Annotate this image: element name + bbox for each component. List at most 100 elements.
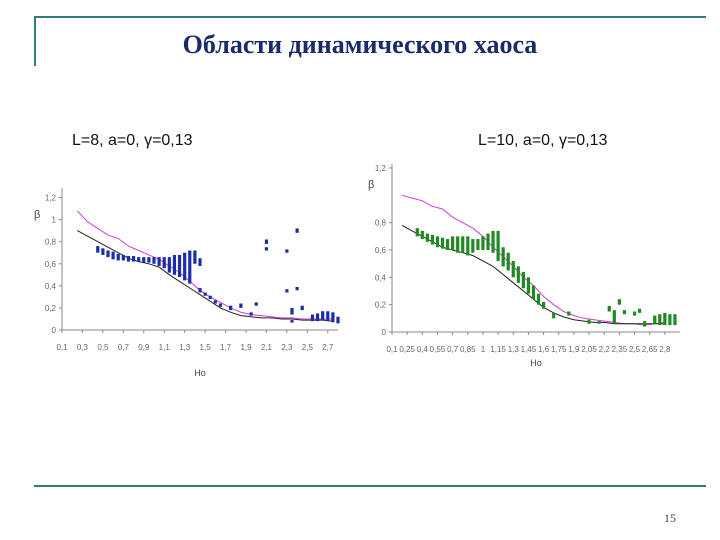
chart-2-chaos-bar <box>637 308 642 313</box>
chart-1-x-tick-label: 0,1 <box>56 343 68 352</box>
chart-2-lower-curve <box>401 224 665 325</box>
chart-2-chaos-bar <box>496 230 500 261</box>
chart-2-chaos-bar <box>435 236 440 248</box>
chart-1-chaos-bar <box>264 239 269 244</box>
chart-2-y-tick-label: 1,2 <box>375 164 387 173</box>
chart-1-x-tick-label: 0,5 <box>97 343 109 352</box>
chart-1-chaos-bar <box>285 289 289 293</box>
chart-2-chaos-bar <box>668 314 672 326</box>
chart-2-x-tick-label: 0,25 <box>399 345 415 354</box>
chart-2-chaos-bar <box>456 236 460 253</box>
chart-1-heading: L=8, a=0, γ=0,13 <box>72 132 193 149</box>
chart-1-y-tick-label: 1 <box>52 216 57 225</box>
chart-1-x-tick-label: 0,3 <box>77 343 89 352</box>
chart-2-x-tick-label: 0,4 <box>417 345 429 354</box>
chart-1-chaos-bar <box>300 305 304 311</box>
chart-2-chaos-bar <box>506 252 510 271</box>
chart-1-chaos-bar <box>147 257 151 263</box>
chart-2-chaos-bar <box>430 234 435 245</box>
chart-1-chaos-bar <box>137 257 141 262</box>
chart-1-chaos-bar <box>177 254 182 278</box>
chart-1-x-tick-label: 1,7 <box>220 343 232 352</box>
chart-2-y-tick-label: 0,6 <box>375 246 387 255</box>
page-number: 15 <box>664 511 676 525</box>
chart-2-chaos-bar <box>466 236 470 256</box>
chart-1-chaos-bar <box>290 320 294 323</box>
chart-1-x-tick-label: 0,7 <box>118 343 130 352</box>
chart-2-chaos-bar <box>461 236 465 253</box>
chart-2-chaos-bar <box>663 312 667 326</box>
chart-1-chaos-bar <box>172 254 177 275</box>
chart-1-x-tick-label: 1,9 <box>240 343 252 352</box>
chart-2-x-tick-label: 1,3 <box>508 345 520 354</box>
chart-2-chaos-bar <box>587 319 591 324</box>
chart-2-chaos-bar <box>617 299 621 305</box>
chart-2-chaos-bar <box>541 301 546 309</box>
chart-1-x-tick-label: 0,9 <box>138 343 150 352</box>
chart-1-chaos-bar <box>326 311 330 322</box>
chart-1-chaos-bar <box>106 250 110 258</box>
chart-1-chaos-bar <box>310 314 315 322</box>
chart-2-chaos-bar <box>643 321 647 327</box>
chart-1-chaos-bar <box>315 313 320 322</box>
chart-1-x-tick-label: 1,3 <box>179 343 191 352</box>
chart-2-chaos-bar <box>415 228 419 237</box>
chart-1-chaos-bar <box>167 257 171 273</box>
chart-2-chaos-bar <box>526 277 531 294</box>
chart-1-chaos-bar <box>183 252 187 281</box>
chart-1-y-tick-label: 1,2 <box>45 194 57 203</box>
chart-1-chaos-bar <box>157 257 161 266</box>
chart-2-chaos-bar <box>612 310 616 324</box>
chart-2-y-tick-label: 0,4 <box>375 273 387 282</box>
chart-2-y-tick-label: 0,8 <box>375 219 387 228</box>
chart-1-chaos-bar <box>111 251 115 260</box>
chart-2-x-tick-label: 1 <box>481 345 486 354</box>
chart-2-y-tick-label: 0 <box>382 328 387 337</box>
chart-2-chaos-bar <box>476 239 480 250</box>
chart-1-lower-curve <box>77 230 333 322</box>
chart-2-chaos-bar <box>451 236 455 250</box>
chart-2-chaos-bar <box>511 260 515 278</box>
chart-2-chaos-bar <box>607 306 611 312</box>
chart-2-chaos-bar <box>471 239 475 253</box>
chart-1-chaos-bar <box>162 257 166 269</box>
chart-1-x-axis-label: Ho <box>194 368 206 378</box>
chart-2-x-tick-label: 0,1 <box>386 345 398 354</box>
chart-2-chaos-bar <box>491 230 495 253</box>
chart-2-y-axis-label: β <box>368 179 374 191</box>
chart-1-y-tick-label: 0,6 <box>45 260 57 269</box>
chart-1-chaos-bar <box>131 256 136 262</box>
chart-1-x-tick-label: 2,7 <box>322 343 334 352</box>
chart-2-x-tick-label: 0,55 <box>430 345 446 354</box>
chart-2-chaos-bar <box>521 271 525 289</box>
chart-1-chaos-bar <box>336 316 340 324</box>
chart-2-chaos-bar <box>622 310 627 315</box>
chart-1-y-tick-label: 0,2 <box>45 304 57 313</box>
chart-2-x-tick-label: 0,85 <box>460 345 476 354</box>
chart-1-y-axis-label: β <box>34 209 40 221</box>
chart-1-chaos-bar <box>249 312 253 316</box>
chart-1-chaos-bar <box>213 300 217 304</box>
chart-2-x-tick-label: 2,65 <box>642 345 658 354</box>
chart-1-upper-curve <box>76 210 333 320</box>
chart-2-x-tick-label: 1,45 <box>521 345 537 354</box>
chart-2-x-axis-label: Ho <box>530 358 542 368</box>
chart-2-chaos-bar <box>658 314 662 326</box>
chart-1-chaos-bar <box>239 303 243 308</box>
bottom-rule <box>34 485 706 487</box>
chart-2-chaos-bar <box>597 321 601 324</box>
chart-1-chaos-bar <box>290 307 294 315</box>
chart-1-x-tick-label: 1,1 <box>159 343 171 352</box>
top-rule <box>34 16 706 18</box>
chart-2-chaos-bar <box>653 315 657 324</box>
chart-1-chaos-bar <box>193 250 197 264</box>
chart-2-chaos-bar <box>440 237 445 249</box>
chart-1-chaos-bar <box>295 228 299 233</box>
chart-1-chaos-bar <box>321 311 325 321</box>
chart-2-chaos-bar <box>425 233 429 242</box>
chart-2-x-tick-label: 0,7 <box>447 345 459 354</box>
chart-2-x-tick-label: 2,2 <box>599 345 611 354</box>
left-rule <box>34 16 36 66</box>
chart-2-chaos-bar <box>567 311 571 316</box>
